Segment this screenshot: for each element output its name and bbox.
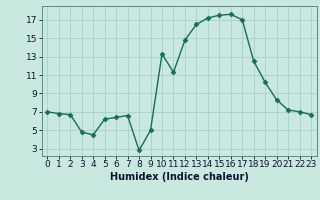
X-axis label: Humidex (Indice chaleur): Humidex (Indice chaleur) — [110, 172, 249, 182]
